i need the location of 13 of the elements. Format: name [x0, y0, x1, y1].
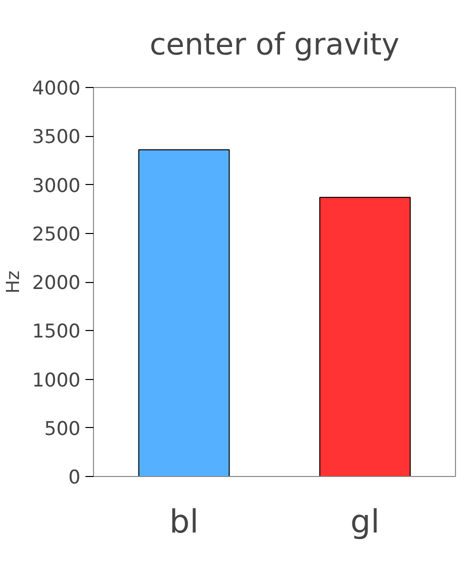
y-tick-label: 1500 — [32, 320, 81, 343]
x-tick-label: gl — [350, 502, 380, 540]
x-tick-label: bl — [169, 502, 199, 540]
y-tick-label: 500 — [44, 418, 80, 440]
y-tick-label: 0 — [68, 466, 81, 488]
y-tick-label: 2000 — [32, 272, 81, 294]
y-axis-title: Hz — [3, 270, 24, 294]
y-tick-label: 1000 — [32, 369, 81, 392]
y-tick-label: 3500 — [32, 126, 81, 148]
y-tick-label: 2500 — [32, 223, 81, 246]
y-tick-label: 4000 — [32, 78, 81, 100]
chart-title: center of gravity — [150, 28, 400, 62]
y-tick-label: 3000 — [32, 174, 81, 197]
